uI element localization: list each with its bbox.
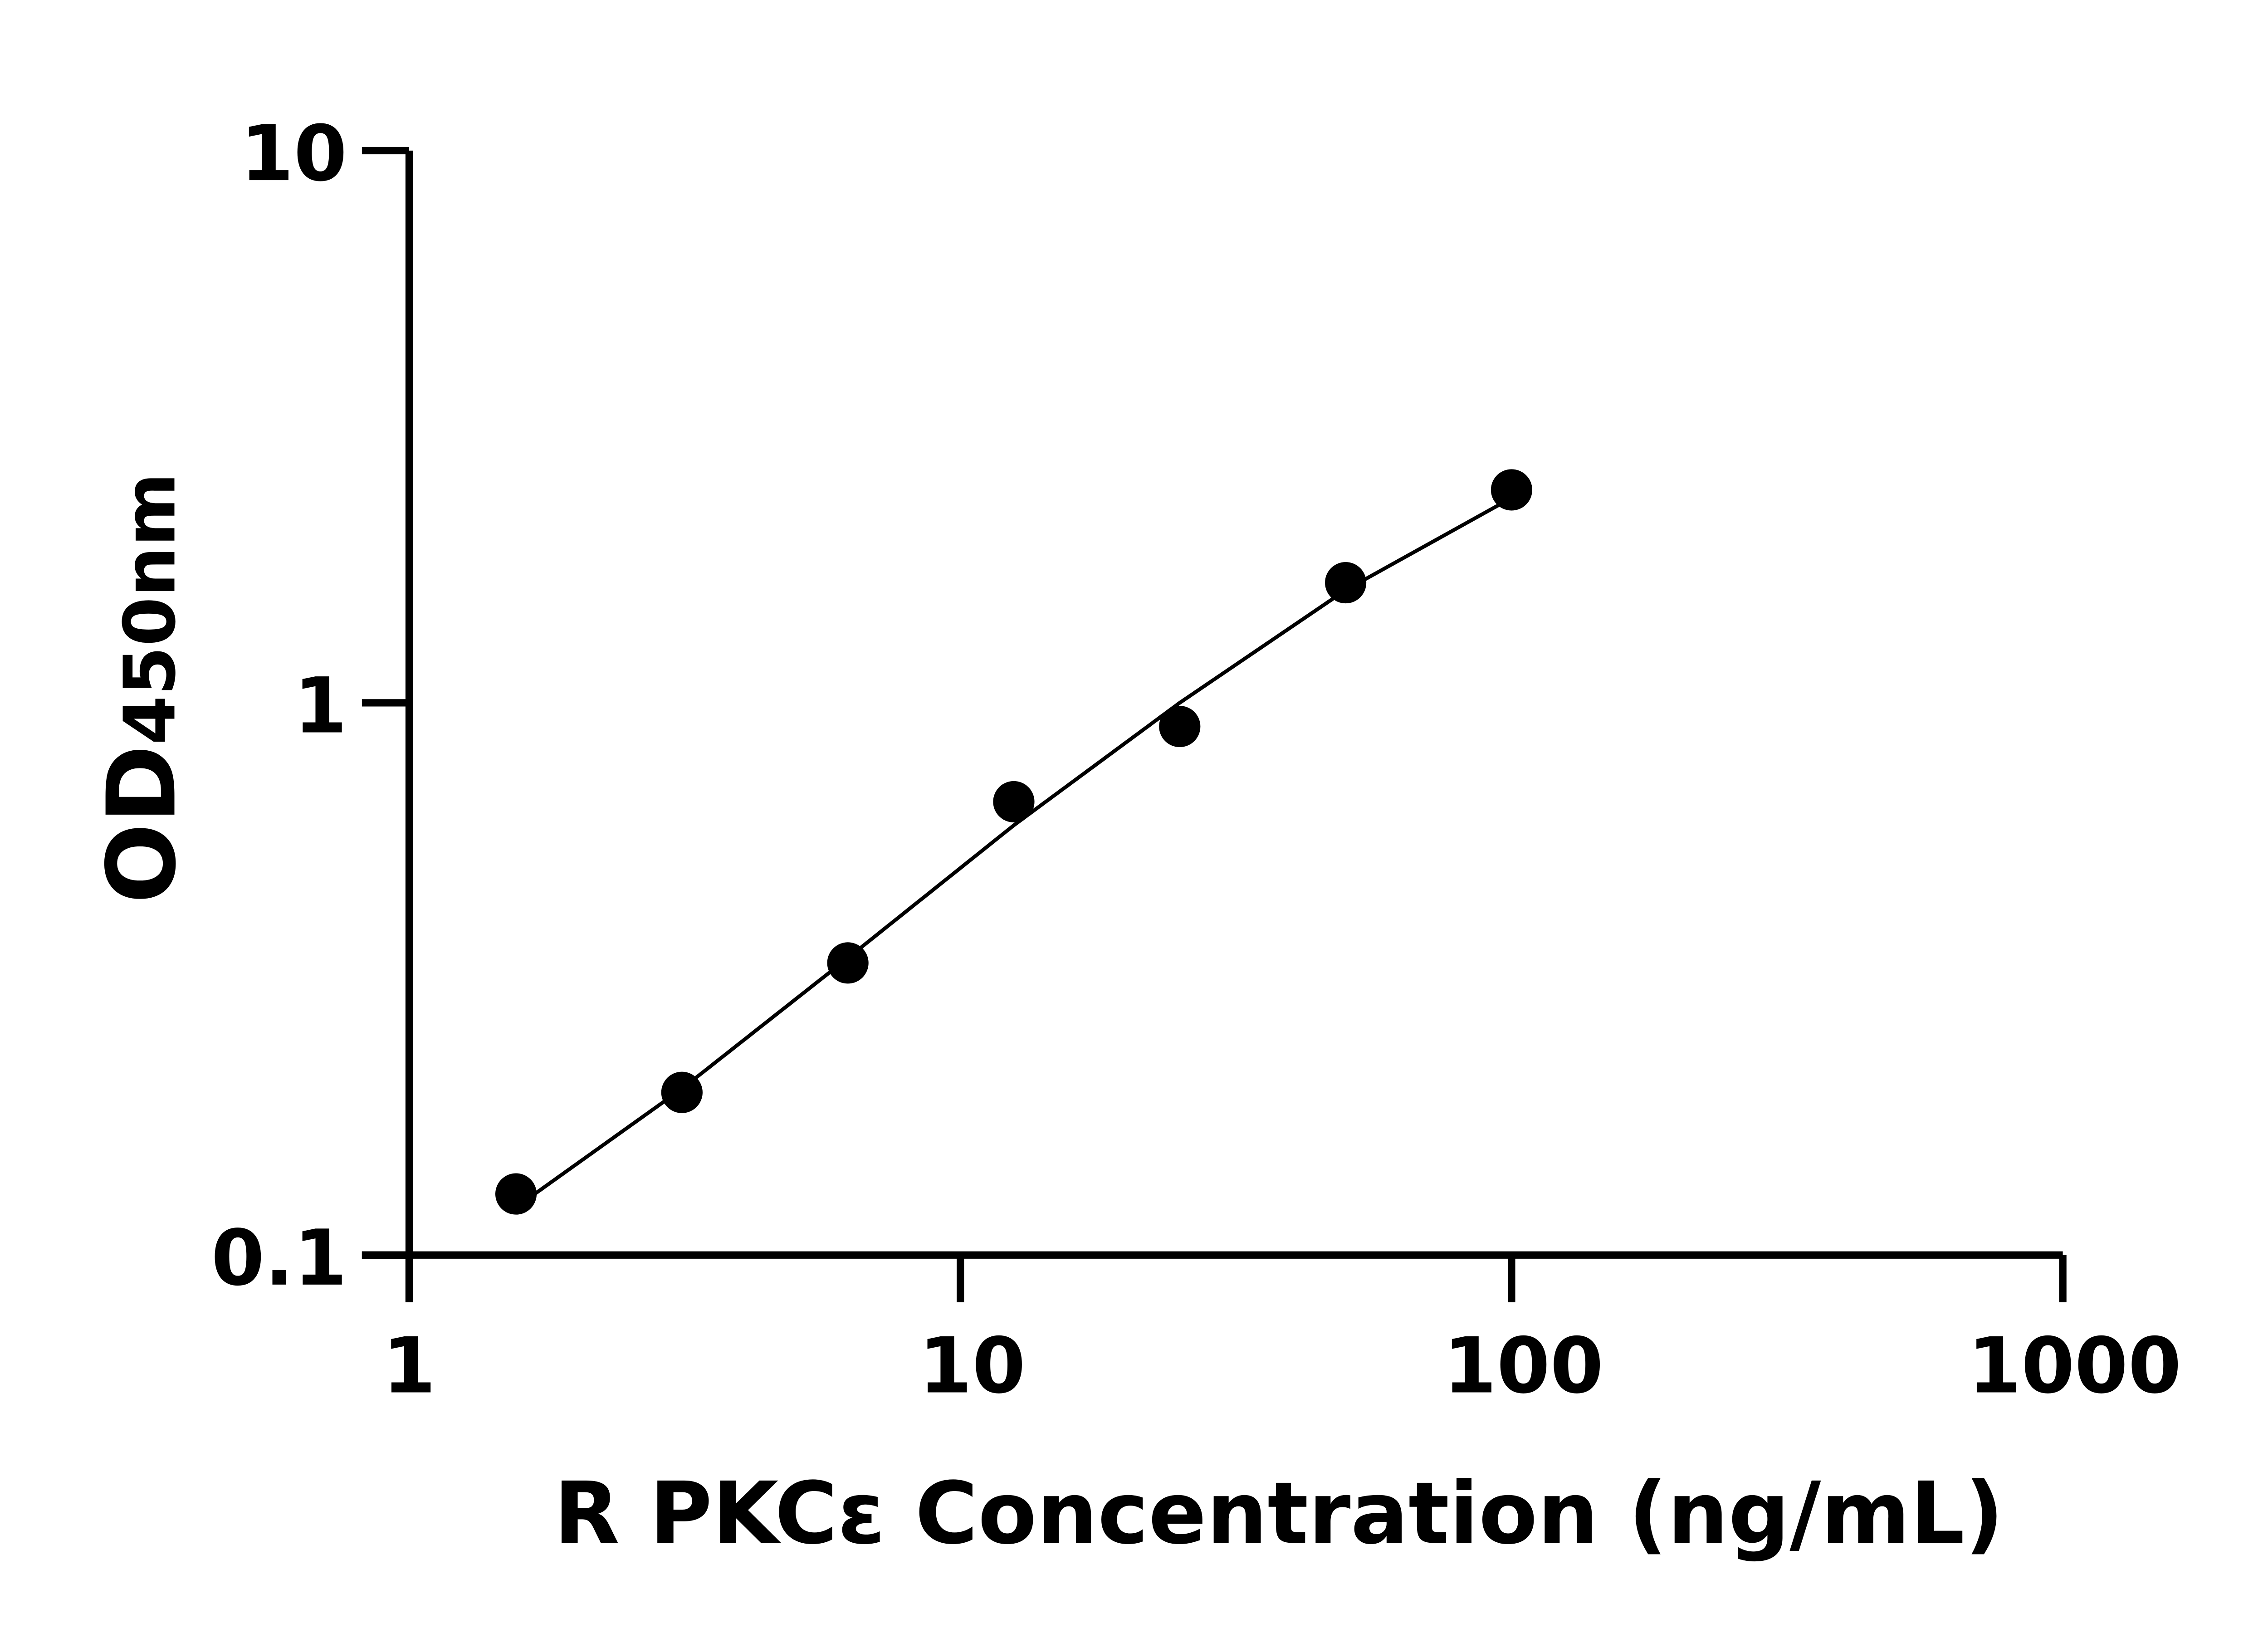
data-point [1491, 469, 1532, 511]
data-point [1325, 562, 1367, 604]
data-point [827, 942, 869, 984]
y-tick-labels: 0.1 1 10 [211, 109, 347, 1303]
x-tick-label: 100 [1443, 1321, 1603, 1410]
y-tick-label: 1 [294, 661, 347, 750]
y-axis-title-sub: 450nm [108, 473, 191, 745]
x-tick-label: 1000 [1968, 1321, 2181, 1410]
data-point [1159, 705, 1201, 748]
x-tick-label: 1 [382, 1321, 436, 1410]
data-points [495, 469, 1532, 1215]
y-tick-label: 10 [240, 109, 347, 198]
data-point [661, 1071, 703, 1113]
svg-text:OD450nm: OD450nm [87, 473, 197, 904]
x-tick-label: 10 [919, 1321, 1026, 1410]
axes [362, 147, 2067, 1302]
y-axis-title-main: OD [87, 745, 197, 904]
data-point [993, 781, 1035, 823]
x-tick-labels: 1 10 100 1000 [382, 1321, 2181, 1410]
data-point [495, 1173, 537, 1215]
x-axis-title: R PKCε Concentration (ng/mL) [554, 1463, 2004, 1563]
y-tick-label: 0.1 [211, 1213, 347, 1303]
y-axis-title: OD450nm [87, 473, 197, 904]
